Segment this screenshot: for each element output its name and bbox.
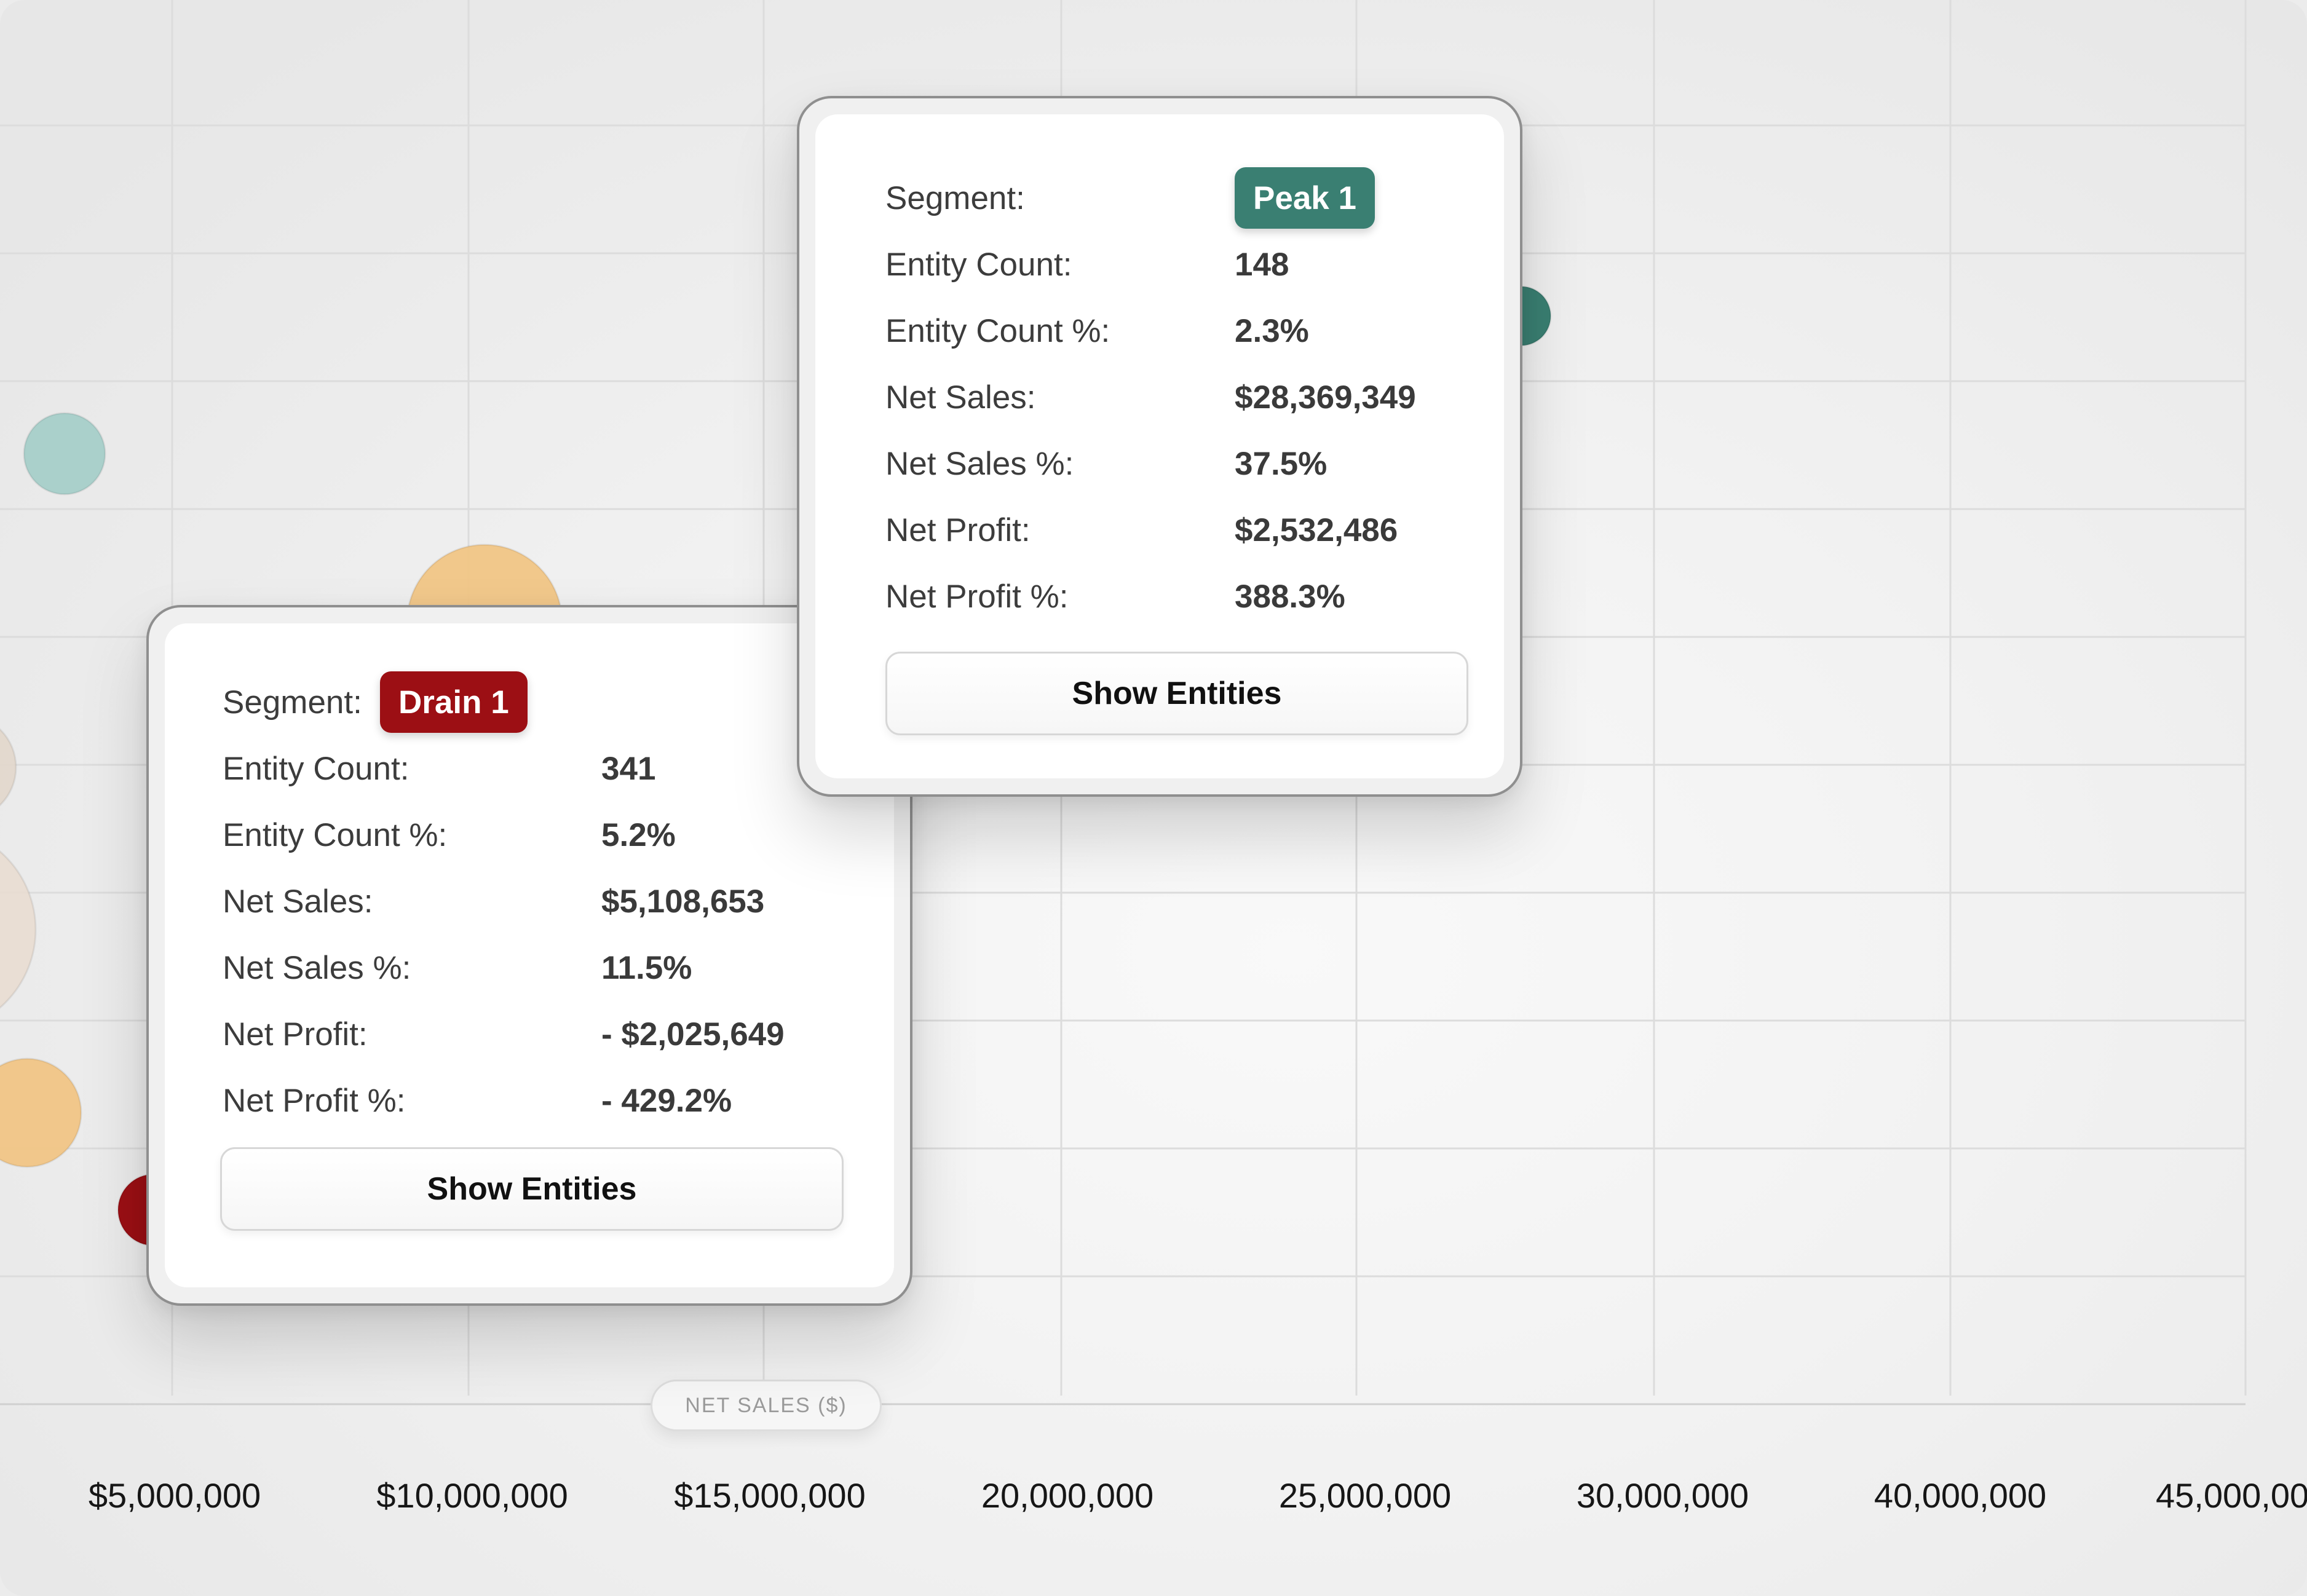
row-label: Net Sales %: bbox=[885, 445, 1074, 482]
row-value: 2.3% bbox=[1235, 312, 1309, 349]
row-value: 5.2% bbox=[601, 816, 676, 853]
row-label: Net Profit: bbox=[885, 512, 1031, 548]
tooltip-row: Net Sales: $28,369,349 bbox=[885, 373, 1500, 422]
x-tick-label: $10,000,000 bbox=[376, 1476, 568, 1515]
row-label: Net Sales %: bbox=[223, 949, 411, 986]
segment-badge-peak: Peak 1 bbox=[1235, 167, 1375, 229]
peak-tooltip: Segment: Entity Count: 148 Entity Count %: 2… bbox=[797, 96, 1522, 797]
tooltip-row: Net Sales %: 11.5% bbox=[223, 943, 837, 992]
tooltip-row: Net Profit %: - 429.2% bbox=[223, 1076, 837, 1125]
row-label: Net Sales: bbox=[223, 883, 373, 920]
bubble[interactable] bbox=[0, 1057, 82, 1168]
row-label: Segment: bbox=[223, 684, 362, 721]
tooltip-row: Segment: bbox=[223, 678, 837, 727]
x-tick-label: $15,000,000 bbox=[674, 1476, 866, 1515]
tooltip-row: Net Profit: - $2,025,649 bbox=[223, 1009, 837, 1059]
row-label: Net Profit %: bbox=[223, 1082, 406, 1119]
bubble[interactable] bbox=[0, 826, 37, 1033]
x-tick-label: 45,000,000 bbox=[2156, 1476, 2307, 1515]
tooltip-row: Net Sales %: 37.5% bbox=[885, 439, 1500, 488]
tooltip-row: Entity Count: 148 bbox=[885, 240, 1500, 289]
show-entities-button-peak[interactable]: Show Entities bbox=[885, 652, 1468, 735]
tooltip-row: Entity Count %: 5.2% bbox=[223, 810, 837, 859]
row-label: Net Profit: bbox=[223, 1016, 368, 1053]
row-value: 37.5% bbox=[1235, 445, 1328, 482]
row-value: 341 bbox=[601, 750, 656, 787]
x-axis-title: NET SALES ($) bbox=[651, 1380, 882, 1431]
row-value: 388.3% bbox=[1235, 578, 1345, 615]
row-label: Entity Count: bbox=[885, 246, 1072, 283]
show-entities-button-drain[interactable]: Show Entities bbox=[220, 1147, 844, 1231]
tooltip-row: Net Sales: $5,108,653 bbox=[223, 877, 837, 926]
row-value: 11.5% bbox=[601, 949, 692, 986]
drain-tooltip: Segment: Entity Count: 341 Entity Count %: 5… bbox=[146, 605, 912, 1306]
tooltip-row: Net Profit: $2,532,486 bbox=[885, 505, 1500, 555]
tooltip-row: Net Profit %: 388.3% bbox=[885, 572, 1500, 621]
row-value: $28,369,349 bbox=[1235, 379, 1416, 416]
x-tick-label: 25,000,000 bbox=[1278, 1476, 1452, 1515]
bubble[interactable] bbox=[0, 714, 17, 820]
row-value: - 429.2% bbox=[601, 1082, 732, 1119]
x-tick-label: 20,000,000 bbox=[981, 1476, 1154, 1515]
x-tick-label: 30,000,000 bbox=[1576, 1476, 1749, 1515]
row-label: Segment: bbox=[885, 180, 1025, 216]
x-tick-label: $5,000,000 bbox=[88, 1476, 261, 1515]
peak-tooltip-body: Segment: Entity Count: 148 Entity Count %: 2… bbox=[815, 114, 1504, 778]
row-value: $5,108,653 bbox=[601, 883, 765, 920]
row-value: 148 bbox=[1235, 246, 1289, 283]
bubble[interactable] bbox=[23, 412, 106, 496]
row-value: - $2,025,649 bbox=[601, 1016, 785, 1053]
row-value: $2,532,486 bbox=[1235, 512, 1398, 548]
tooltip-row: Entity Count: 341 bbox=[223, 744, 837, 793]
tooltip-row: Entity Count %: 2.3% bbox=[885, 306, 1500, 355]
tooltip-row: Segment: bbox=[885, 173, 1500, 223]
row-label: Net Profit %: bbox=[885, 578, 1069, 615]
x-tick-label: 40,000,000 bbox=[1874, 1476, 2047, 1515]
drain-tooltip-body: Segment: Entity Count: 341 Entity Count %: 5… bbox=[165, 623, 894, 1287]
row-label: Net Sales: bbox=[885, 379, 1036, 416]
row-label: Entity Count: bbox=[223, 750, 410, 787]
row-label: Entity Count %: bbox=[223, 816, 448, 853]
segment-badge-drain: Drain 1 bbox=[380, 671, 528, 733]
row-label: Entity Count %: bbox=[885, 312, 1110, 349]
